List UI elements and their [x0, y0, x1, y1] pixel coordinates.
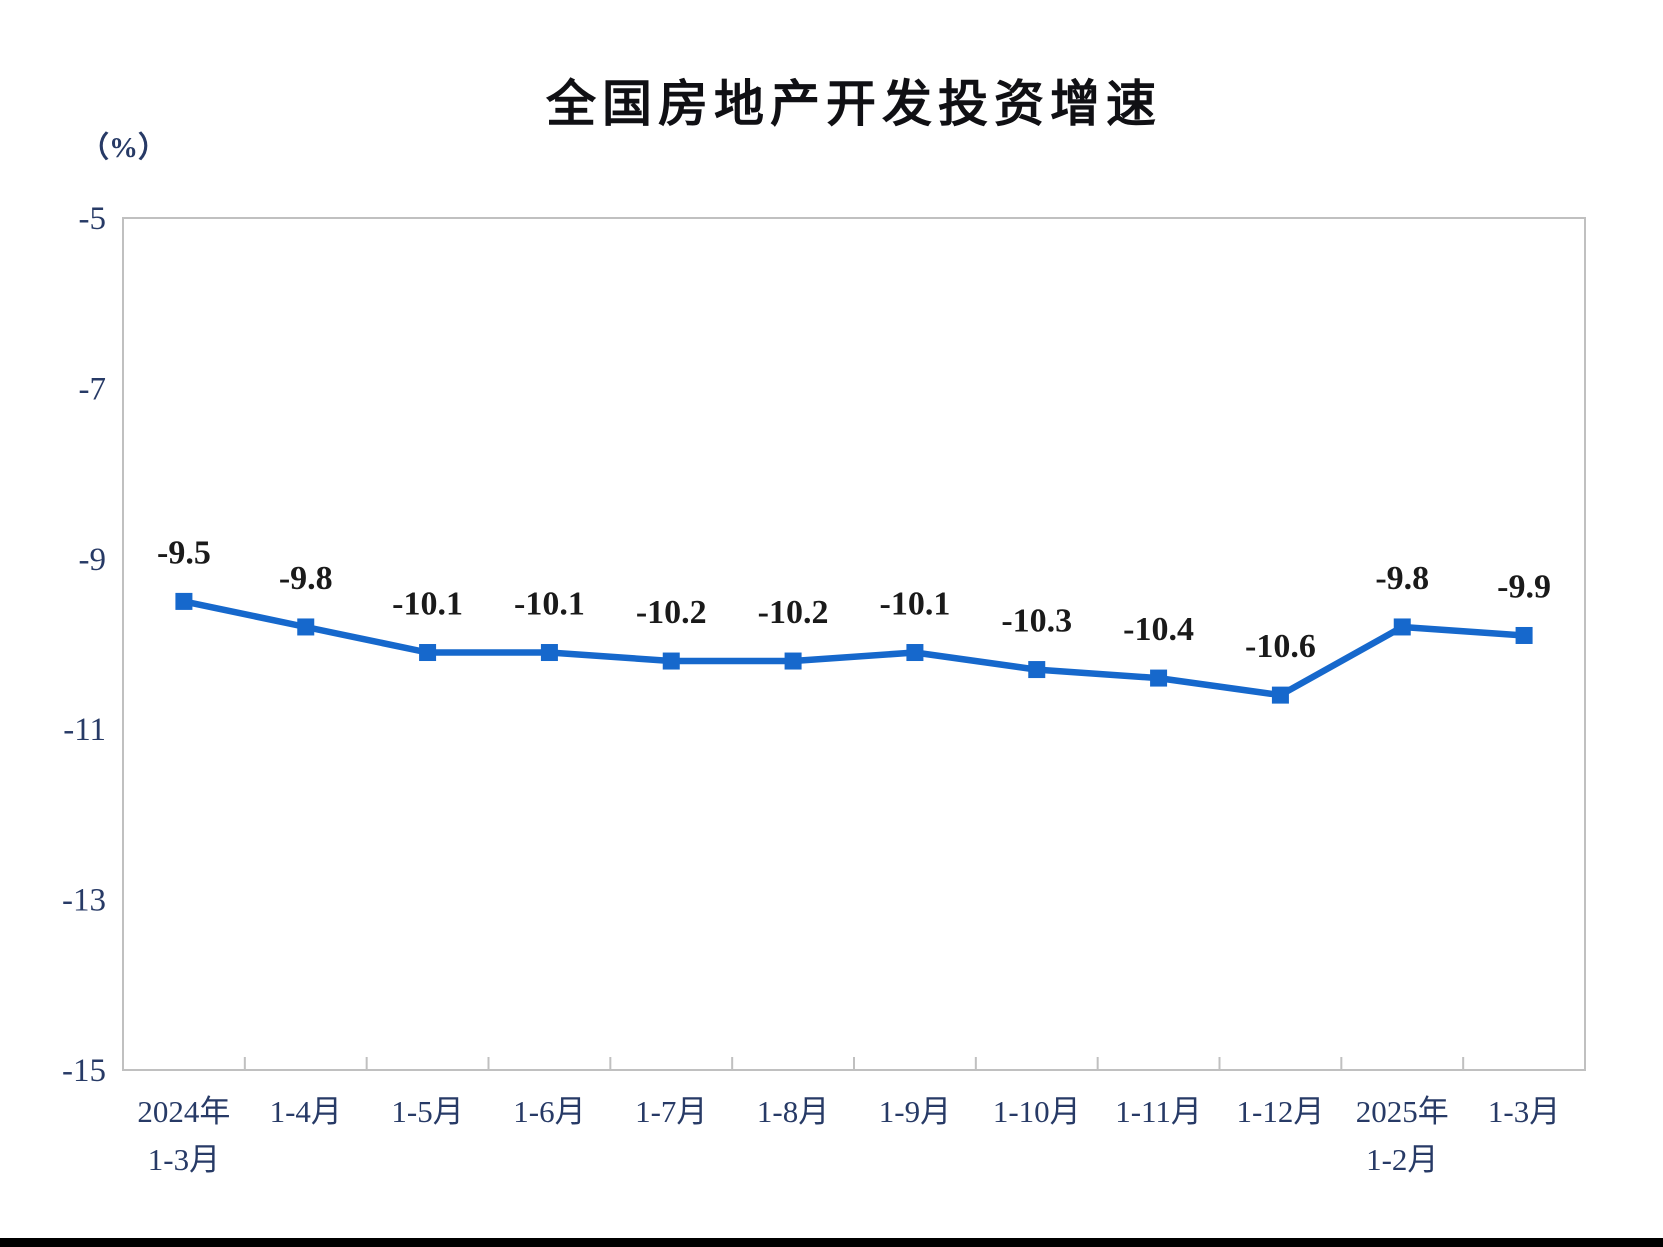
y-axis-tick-label: -7 [79, 371, 107, 407]
bottom-divider-bar [0, 1238, 1663, 1247]
x-axis-label: 1-5月 [391, 1094, 463, 1129]
x-axis-label: 2025年 [1356, 1094, 1449, 1129]
data-point-label: -10.2 [758, 594, 829, 631]
data-point-marker [1393, 618, 1411, 636]
data-point-marker [662, 652, 680, 670]
x-axis-label: 1-10月 [993, 1094, 1081, 1129]
data-point-label: -9.9 [1497, 568, 1551, 605]
data-point-marker [540, 644, 558, 662]
data-point-label: -10.1 [514, 586, 585, 623]
data-point-label: -10.3 [1001, 603, 1072, 640]
data-point-marker [297, 618, 315, 636]
y-axis-tick-label: -15 [62, 1053, 106, 1089]
series-line [180, 598, 1528, 699]
data-point-marker [1028, 661, 1046, 679]
x-axis-label-line2: 1-2月 [1366, 1142, 1438, 1177]
data-point-label: -10.6 [1245, 628, 1316, 665]
data-point-marker [1515, 626, 1533, 644]
chart-title: 全国房地产开发投资增速 [546, 76, 1162, 132]
data-point-label: -10.4 [1123, 611, 1194, 648]
data-point-label: -10.1 [880, 586, 951, 623]
y-axis-tick-label: -9 [79, 542, 107, 578]
x-axis-label: 1-11月 [1115, 1094, 1202, 1129]
x-axis-label-line2: 1-3月 [148, 1142, 220, 1177]
data-point-marker [906, 644, 924, 662]
x-axis-label: 1-8月 [757, 1094, 829, 1129]
data-point-label: -9.5 [157, 534, 211, 571]
data-point-label: -10.2 [636, 594, 707, 631]
x-axis-label: 1-7月 [635, 1094, 707, 1129]
x-axis-label: 1-3月 [1488, 1094, 1560, 1129]
y-axis-tick-label: -5 [79, 201, 107, 237]
data-point-marker [419, 644, 437, 662]
data-point-marker [1150, 669, 1168, 687]
y-axis-tick-label: -13 [62, 883, 106, 919]
data-point-marker [175, 592, 193, 610]
x-axis-label: 1-12月 [1237, 1094, 1325, 1129]
y-axis-unit-label: （%） [80, 132, 168, 164]
x-axis-label: 1-9月 [879, 1094, 951, 1129]
data-point-marker [1271, 686, 1289, 704]
data-point-label: -9.8 [1375, 560, 1429, 597]
data-point-label: -9.8 [279, 560, 333, 597]
y-axis-tick-label: -11 [63, 712, 106, 748]
x-axis-label: 2024年 [137, 1094, 230, 1129]
x-axis-label: 1-6月 [513, 1094, 585, 1129]
data-point-marker [784, 652, 802, 670]
x-axis-label: 1-4月 [270, 1094, 342, 1129]
data-point-label: -10.1 [392, 586, 463, 623]
